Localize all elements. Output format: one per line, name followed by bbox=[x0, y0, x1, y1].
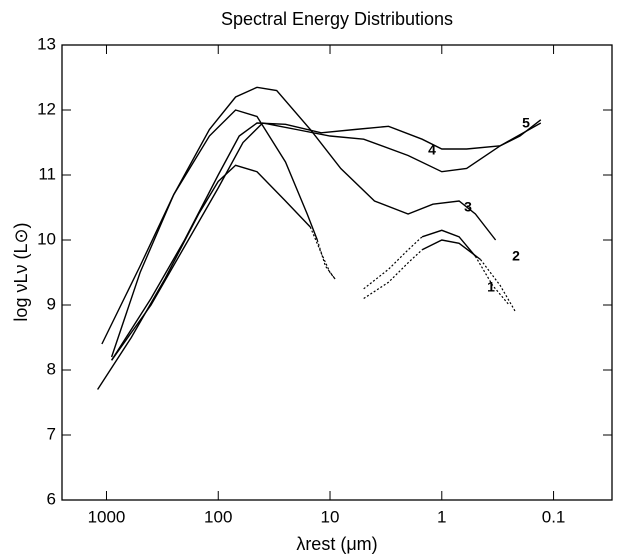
x-axis-label: λrest (μm) bbox=[296, 534, 377, 554]
curve-label: 3 bbox=[464, 199, 472, 215]
curve-label: 1 bbox=[487, 279, 495, 295]
y-tick-label: 11 bbox=[38, 164, 56, 183]
curve-label: 5 bbox=[522, 115, 530, 131]
y-tick-label: 13 bbox=[37, 34, 56, 53]
curve-label: 4 bbox=[428, 142, 436, 158]
x-tick-label: 1000 bbox=[88, 507, 126, 526]
x-tick-label: 10 bbox=[321, 507, 340, 526]
y-tick-label: 12 bbox=[37, 99, 56, 118]
x-tick-label: 0.1 bbox=[542, 507, 566, 526]
y-tick-label: 7 bbox=[47, 424, 56, 443]
plot-frame bbox=[61, 44, 613, 501]
sed-curve bbox=[111, 119, 542, 361]
sed-curve bbox=[110, 86, 497, 358]
y-tick-label: 10 bbox=[37, 229, 56, 248]
sed-curve bbox=[111, 122, 542, 361]
chart-title: Spectral Energy Distributions bbox=[221, 9, 453, 29]
dotted-curve bbox=[309, 226, 516, 312]
y-axis-label: log νLν (L⊙) bbox=[11, 222, 31, 321]
curve-label: 2 bbox=[512, 248, 520, 264]
sed-curve bbox=[101, 109, 476, 345]
y-tick-label: 8 bbox=[47, 359, 56, 378]
sed-curve bbox=[97, 164, 481, 390]
y-tick-label: 9 bbox=[47, 294, 56, 313]
dotted-curve bbox=[316, 236, 510, 306]
x-tick-label: 1 bbox=[437, 507, 446, 526]
x-tick-label: 100 bbox=[204, 507, 232, 526]
y-tick-label: 6 bbox=[47, 489, 56, 508]
